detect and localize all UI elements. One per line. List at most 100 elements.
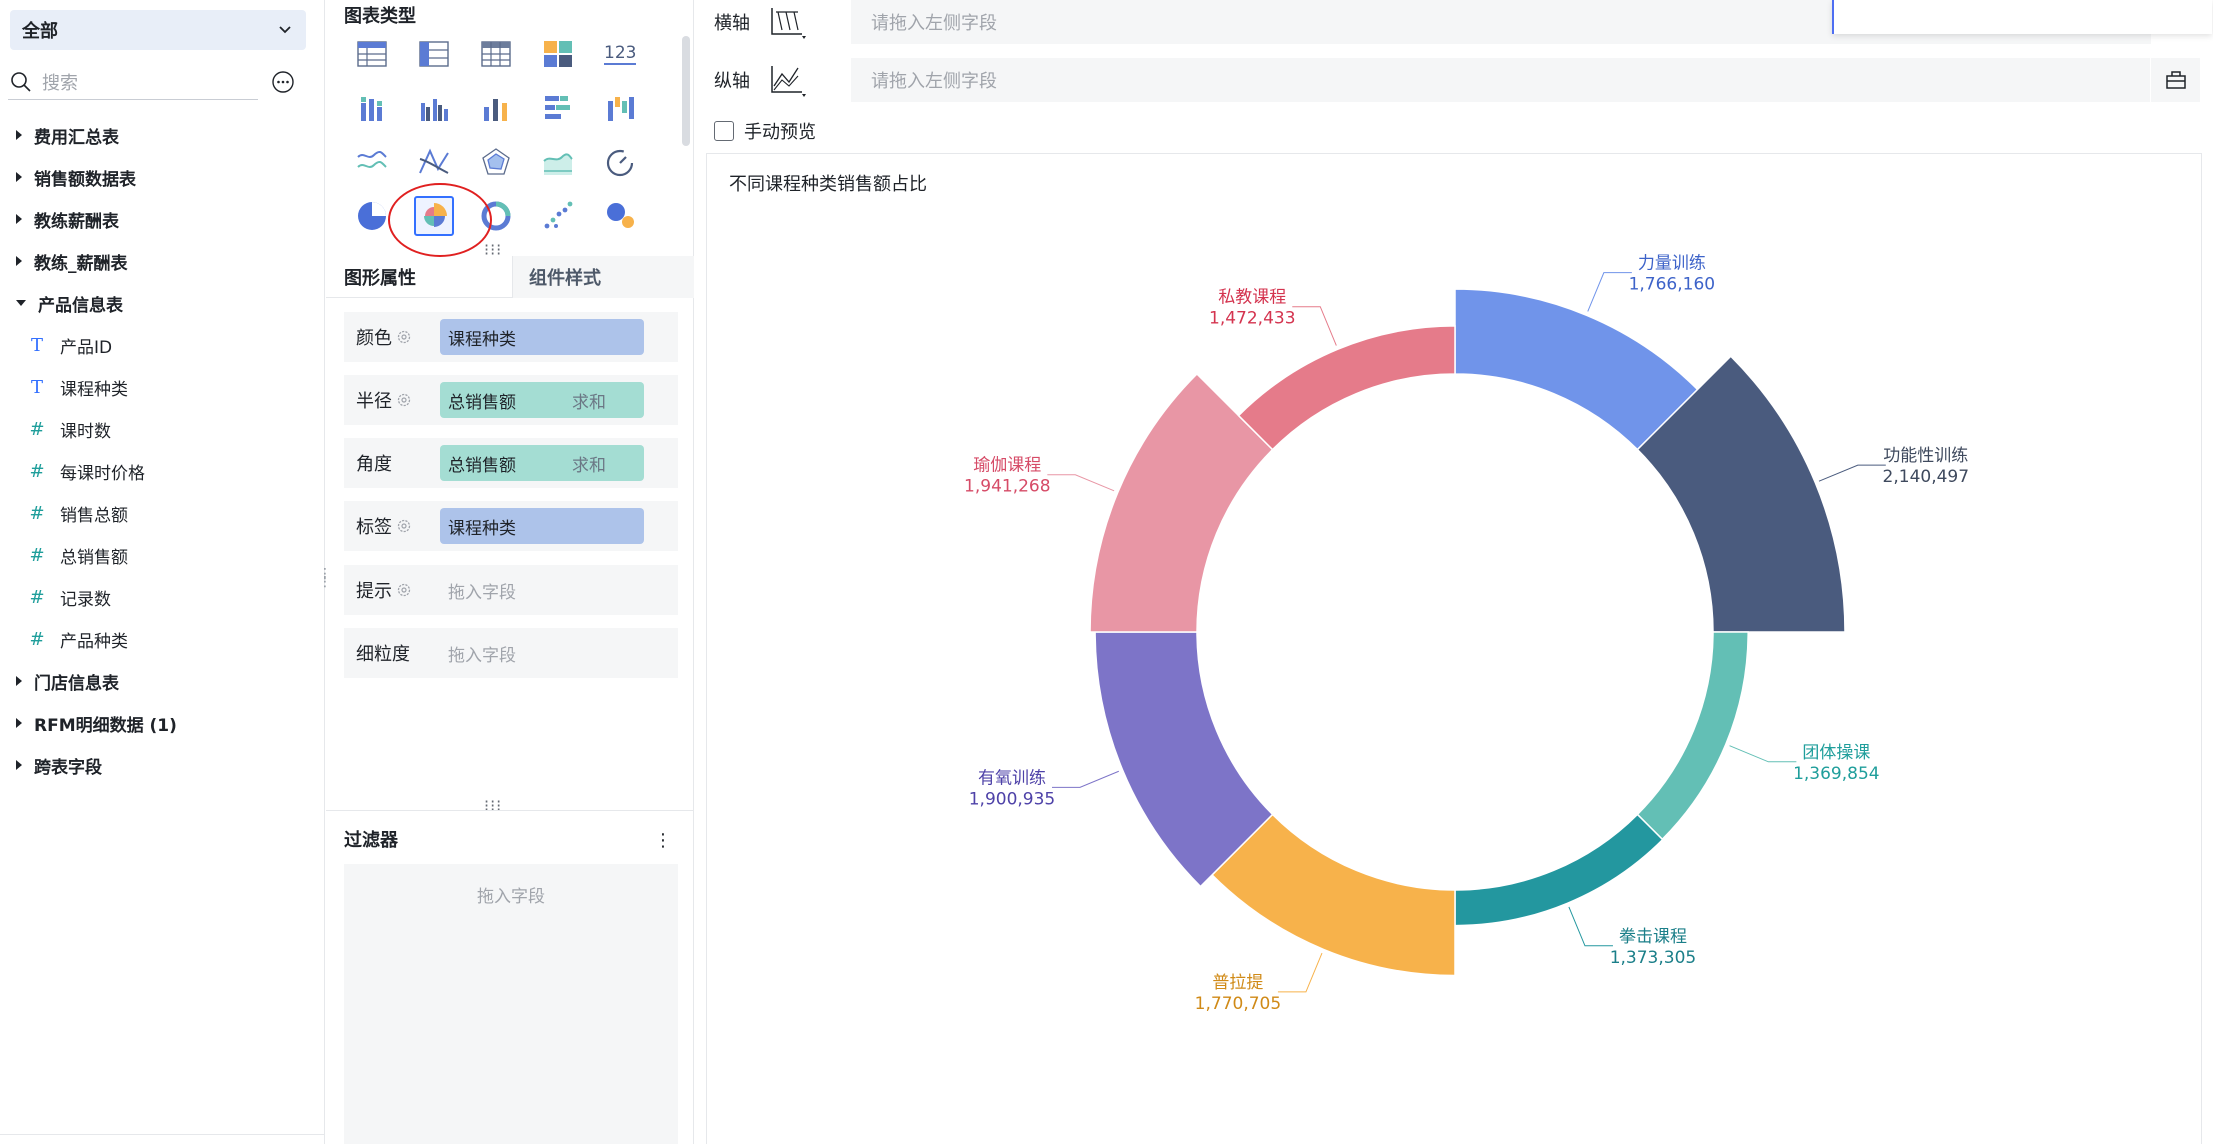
stacked-bar-icon[interactable] [352,88,392,128]
tab-graphic-properties[interactable]: 图形属性 [344,268,416,289]
resize-handle-icon[interactable]: ⁝⁝⁝ [484,796,503,815]
waterfall-icon[interactable] [600,88,640,128]
prop-angle-row: 角度 总销售额 求和 [344,438,678,488]
rose-slice[interactable] [1237,325,1456,451]
table-group[interactable]: 跨表字段 [0,744,325,786]
radar-chart-icon[interactable] [476,142,516,182]
y-axis-type-icon[interactable] [762,58,842,102]
number-card-icon[interactable]: 123 [600,34,640,74]
scatter-chart-icon[interactable] [538,196,578,236]
divider [326,810,694,811]
manual-preview-label: 手动预览 [744,122,816,143]
table-group[interactable]: 产品信息表 [0,282,325,324]
gear-icon[interactable] [396,518,412,534]
spline-chart-icon[interactable] [414,142,454,182]
text-field-icon: T [30,376,43,398]
x-axis-label: 横轴 [714,13,750,34]
angle-field-pill[interactable]: 总销售额 求和 [440,445,644,481]
caret-right-icon [16,256,22,266]
property-tabs: 图形属性 组件样式 [326,256,694,298]
y-axis-row: 纵轴 请拖入左侧字段 [706,58,2202,102]
gear-icon[interactable] [396,329,412,345]
table-group[interactable]: RFM明细数据 (1) [0,702,325,744]
more-options-icon[interactable] [271,70,295,94]
prop-granularity-row[interactable]: 细粒度 拖入字段 [344,628,678,678]
bar-chart-icon[interactable] [476,88,516,128]
resize-handle-icon[interactable]: ⁝⁝⁝ [484,240,503,259]
prop-tag-row: 标签 课程种类 [344,501,678,551]
table-group-label: 费用汇总表 [34,127,119,148]
field-item[interactable]: # 产品种类 [0,618,325,660]
color-field-name: 课程种类 [448,329,516,350]
gear-icon[interactable] [396,392,412,408]
field-item[interactable]: # 销售总额 [0,492,325,534]
field-label: 每课时价格 [60,463,145,484]
bubble-chart-icon[interactable] [600,196,640,236]
grouped-bar-icon[interactable] [414,88,454,128]
horizontal-bar-icon[interactable] [538,88,578,128]
popup-panel-edge [1832,0,2212,34]
line-chart-icon[interactable] [352,142,392,182]
pie-chart-icon[interactable] [352,196,392,236]
table-group[interactable]: 教练_薪酬表 [0,240,325,282]
x-axis-type-icon[interactable] [762,0,842,44]
field-item[interactable]: # 总销售额 [0,534,325,576]
field-search-input[interactable]: 搜索 [8,64,258,100]
table-group[interactable]: 门店信息表 [0,660,325,702]
rose-slice[interactable] [1454,813,1664,927]
calculated-field-icon: # [29,586,45,608]
filter-more-icon[interactable]: ⋮ [654,830,672,851]
rose-slice[interactable] [1636,631,1749,841]
field-item[interactable]: # 每课时价格 [0,450,325,492]
label-leader-line [1277,952,1323,993]
prop-tip-label: 提示 [356,581,392,602]
angle-agg[interactable]: 求和 [572,455,606,476]
gauge-chart-icon[interactable] [600,142,640,182]
slice-category-label: 拳击课程 [1619,927,1687,947]
prop-tag-label: 标签 [356,517,392,538]
label-leader-line [1047,474,1115,492]
group-table-icon[interactable] [414,34,454,74]
chart-types-scrollbar[interactable] [682,36,690,146]
color-field-pill[interactable]: 课程种类 [440,319,644,355]
slice-value-label: 1,770,705 [1195,994,1282,1014]
slice-value-label: 1,369,854 [1793,764,1880,784]
dataset-scope-select[interactable]: 全部 [10,10,306,50]
number-field-icon: # [29,418,45,440]
table-group-label: 门店信息表 [34,673,119,694]
filter-drop-zone[interactable]: 拖入字段 [344,864,678,1144]
slice-category-label: 普拉提 [1212,973,1263,993]
slice-category-label: 力量训练 [1638,254,1706,274]
field-item[interactable]: T 课程种类 [0,366,325,408]
manual-preview-checkbox[interactable]: 手动预览 [714,118,816,144]
rose-slice[interactable] [1636,355,1846,633]
radius-field-pill[interactable]: 总销售额 求和 [440,382,644,418]
toolbox-button[interactable] [2150,58,2200,102]
radius-agg[interactable]: 求和 [572,392,606,413]
tab-component-style[interactable]: 组件样式 [512,256,694,298]
field-item[interactable]: # 课时数 [0,408,325,450]
y-axis-drop-zone[interactable]: 请拖入左侧字段 [851,58,2151,102]
prop-tip-row[interactable]: 提示 拖入字段 [344,565,678,615]
table-group[interactable]: 教练薪酬表 [0,198,325,240]
caret-right-icon [16,718,22,728]
slice-value-label: 1,900,935 [969,789,1056,809]
field-item[interactable]: # 记录数 [0,576,325,618]
table-group[interactable]: 销售额数据表 [0,156,325,198]
cross-table-icon[interactable] [476,34,516,74]
field-item[interactable]: T 产品ID [0,324,325,366]
chevron-down-icon [279,26,291,34]
kpi-card-icon[interactable] [538,34,578,74]
prop-color-label: 颜色 [356,328,392,349]
area-chart-icon[interactable] [538,142,578,182]
chart-title: 不同课程种类销售额占比 [729,174,927,195]
caret-right-icon [16,676,22,686]
gear-icon[interactable] [396,582,412,598]
table-group-label: 教练薪酬表 [34,211,119,232]
rose-slice[interactable] [1089,372,1274,633]
tag-field-name: 课程种类 [448,518,516,539]
tag-field-pill[interactable]: 课程种类 [440,508,644,544]
label-leader-line [1587,272,1632,312]
detail-table-icon[interactable] [352,34,392,74]
table-group[interactable]: 费用汇总表 [0,114,325,156]
